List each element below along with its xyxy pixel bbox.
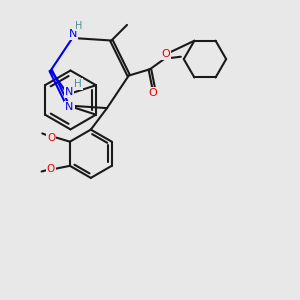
Text: O: O [161, 49, 170, 59]
Text: O: O [46, 164, 55, 174]
Text: H: H [74, 79, 82, 89]
Text: O: O [47, 133, 55, 142]
Text: N: N [65, 102, 74, 112]
Text: N: N [69, 29, 77, 39]
Text: O: O [149, 88, 158, 98]
Text: N: N [64, 87, 73, 97]
Text: H: H [75, 21, 82, 31]
